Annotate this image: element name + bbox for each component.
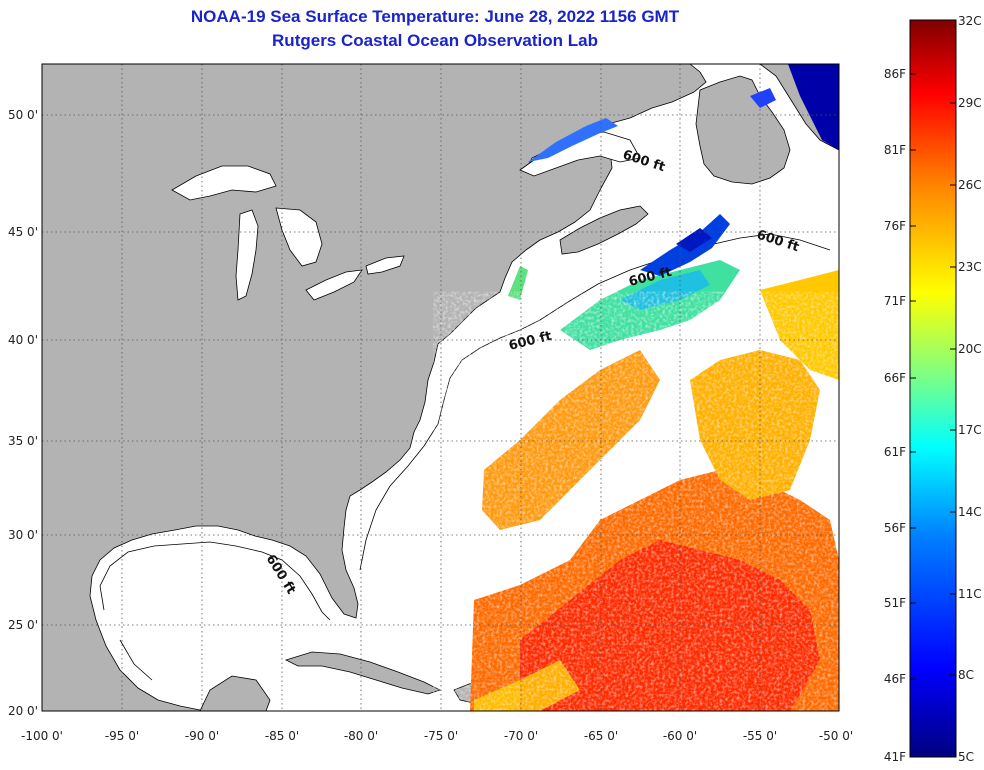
colorbar-fahrenheit-label: 41F [884,750,906,764]
colorbar-fahrenheit-label: 51F [884,596,906,610]
lake-huron [275,207,323,267]
colorbar-gradient [909,19,957,758]
lon-tick-label: -70 0' [504,729,538,743]
colorbar-celsius-label: 11C [958,587,982,601]
lon-tick-label: -75 0' [424,729,458,743]
colorbar-fahrenheit-label: 76F [884,219,906,233]
lat-axis: 20 0' 25 0' 30 0' 35 0' 40 0' 45 0' 50 0… [8,108,38,718]
shelf-contour-gulf [99,541,331,681]
lat-tick-label: 25 0' [8,618,38,632]
lake-ontario [365,255,405,275]
colorbar-celsius-label: 32C [958,14,982,28]
lon-axis: -100 0' -95 0' -90 0' -85 0' -80 0' -75 … [21,729,853,743]
temperature-colorbar: 32C 29C 26C 23C 20C 17C 14C 11C 8C 5C 86… [884,14,982,764]
colorbar-celsius-label: 8C [958,668,974,682]
map-frame [41,63,840,712]
lon-tick-label: -50 0' [819,729,853,743]
colorbar-celsius-label: 26C [958,178,982,192]
colorbar-fahrenheit-label: 86F [884,67,906,81]
map-title: NOAA-19 Sea Surface Temperature: June 28… [190,7,680,26]
lat-tick-label: 35 0' [8,434,38,448]
lon-tick-label: -55 0' [743,729,777,743]
colorbar-fahrenheit-label: 61F [884,445,906,459]
lake-erie [305,269,363,301]
lon-tick-label: -85 0' [265,729,299,743]
colorbar-celsius-label: 20C [958,342,982,356]
lat-tick-label: 40 0' [8,333,38,347]
lat-tick-label: 20 0' [8,704,38,718]
lon-tick-label: -95 0' [105,729,139,743]
colorbar-fahrenheit-label: 56F [884,521,906,535]
colorbar-celsius-label: 23C [958,260,982,274]
newfoundland-land [695,75,791,185]
colorbar-celsius-label: 14C [958,505,982,519]
map-subtitle: Rutgers Coastal Ocean Observation Lab [272,31,598,50]
lon-tick-label: -60 0' [663,729,697,743]
nova-scotia-land [559,205,649,255]
lake-michigan [235,209,259,301]
lon-tick-label: -100 0' [21,729,63,743]
lat-tick-label: 50 0' [8,108,38,122]
colorbar-celsius-label: 5C [958,750,974,764]
lat-tick-label: 30 0' [8,528,38,542]
colorbar-celsius-label: 17C [958,423,982,437]
colorbar-celsius-label: 29C [958,96,982,110]
lake-superior [171,165,277,201]
lat-tick-label: 45 0' [8,225,38,239]
cuba-land [284,651,442,695]
yucatan-land [199,675,271,711]
lon-tick-label: -65 0' [584,729,618,743]
lon-tick-label: -90 0' [185,729,219,743]
colorbar-fahrenheit-label: 81F [884,143,906,157]
colorbar-fahrenheit-label: 71F [884,294,906,308]
lon-tick-label: -80 0' [344,729,378,743]
colorbar-fahrenheit-label: 66F [884,371,906,385]
colorbar-fahrenheit-label: 46F [884,672,906,686]
sst-data-layer [470,64,839,711]
